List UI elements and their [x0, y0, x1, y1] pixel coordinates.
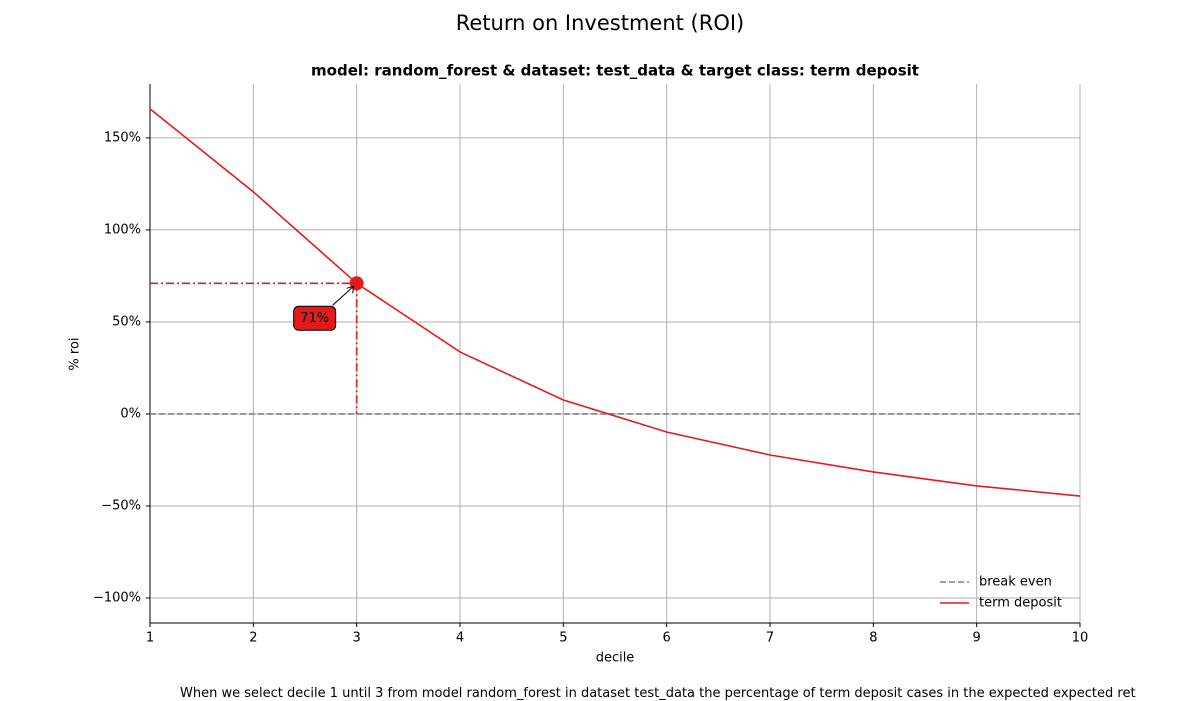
x-tick-label: 7: [766, 631, 774, 646]
x-tick-label: 5: [559, 631, 567, 646]
chart-title: Return on Investment (ROI): [456, 11, 745, 35]
y-tick-label: 150%: [104, 130, 141, 145]
annotation-arrow: [332, 285, 355, 306]
annotation-label: 71%: [300, 311, 329, 326]
x-tick-label: 3: [353, 631, 361, 646]
y-tick-label: 0%: [120, 406, 141, 421]
y-tick-label: 50%: [112, 314, 141, 329]
annotation-box: [293, 305, 337, 331]
legend-label: break even: [979, 575, 1052, 590]
x-tick-label: 2: [249, 631, 257, 646]
chart-subtitle: model: random_forest & dataset: test_dat…: [311, 62, 919, 80]
y-tick-label: −50%: [101, 498, 141, 513]
y-axis-label: % roi: [68, 337, 83, 370]
annotation-arrowhead: [346, 285, 355, 294]
x-tick-label: 9: [973, 631, 981, 646]
x-tick-label: 8: [869, 631, 877, 646]
x-tick-label: 6: [663, 631, 671, 646]
legend-label: term deposit: [979, 596, 1062, 611]
y-tick-label: 100%: [104, 222, 141, 237]
x-tick-label: 10: [1072, 631, 1089, 646]
x-tick-label: 1: [146, 631, 154, 646]
x-tick-label: 4: [456, 631, 464, 646]
y-tick-label: −100%: [93, 590, 141, 605]
series-line: [149, 108, 1081, 497]
footer-text: When we select decile 1 until 3 from mod…: [180, 686, 1136, 701]
x-axis-label: decile: [596, 651, 635, 666]
